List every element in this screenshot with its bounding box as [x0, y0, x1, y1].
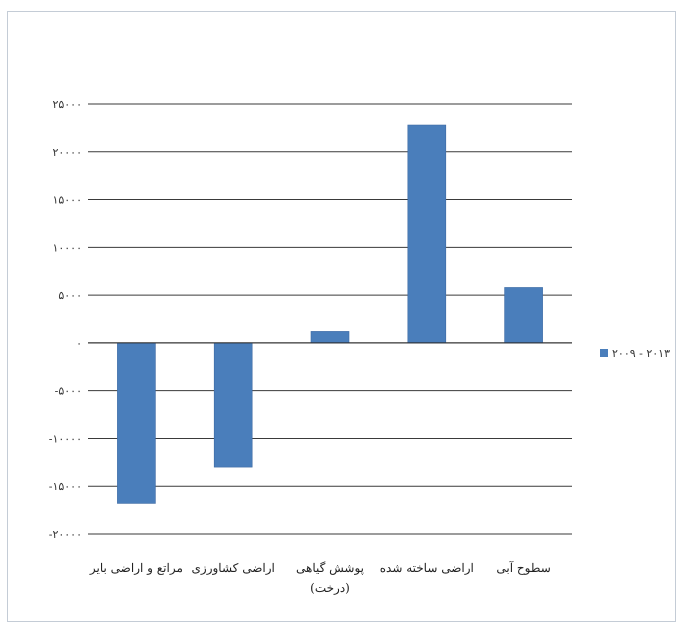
bar — [117, 342, 156, 504]
y-tick-label: ۵۰۰۰ — [58, 289, 82, 302]
bar — [504, 287, 543, 344]
category-label: اراضی ساخته شده — [380, 561, 474, 575]
bar — [213, 342, 253, 468]
legend: ۲۰۰۹ - ۲۰۱۳ — [600, 347, 670, 360]
bar — [407, 124, 447, 344]
y-tick-label: ۱۵۰۰۰ — [52, 194, 82, 207]
y-tick-label: ۲۰۰۰۰ — [52, 146, 82, 159]
y-tick-label: ۲۵۰۰۰ — [52, 98, 82, 111]
x-axis-category-labels: مراتع و اراضی بایر اراضی کشاورزی پوشش گیاه… — [89, 560, 551, 595]
y-tick-label: -۱۰۰۰۰ — [49, 432, 82, 445]
y-tick-label: ۱۰۰۰۰ — [52, 241, 82, 254]
category-label: سطوح آبی — [496, 560, 550, 575]
y-axis-tick-labels: ۲۵۰۰۰ ۲۰۰۰۰ ۱۵۰۰۰ ۱۰۰۰۰ ۵۰۰۰ ۰ -۵۰۰۰ -۱۰۰۰۰ -۱۵۰… — [49, 98, 82, 541]
category-label: اراضی کشاورزی — [192, 561, 275, 575]
category-label: (درخت) — [310, 581, 350, 595]
chart-frame — [7, 11, 676, 622]
legend-swatch — [600, 349, 608, 357]
y-tick-label: -۱۵۰۰۰ — [49, 480, 82, 493]
category-label: مراتع و اراضی بایر — [89, 561, 183, 575]
bars — [117, 124, 543, 504]
y-tick-label: -۵۰۰۰ — [55, 385, 82, 398]
bar — [310, 331, 350, 344]
y-tick-label: -۲۰۰۰۰ — [49, 528, 82, 541]
gridlines — [88, 103, 572, 535]
category-label: پوشش گیاهی — [296, 561, 364, 575]
y-tick-label: ۰ — [76, 337, 82, 350]
legend-label: ۲۰۰۹ - ۲۰۱۳ — [612, 347, 670, 360]
